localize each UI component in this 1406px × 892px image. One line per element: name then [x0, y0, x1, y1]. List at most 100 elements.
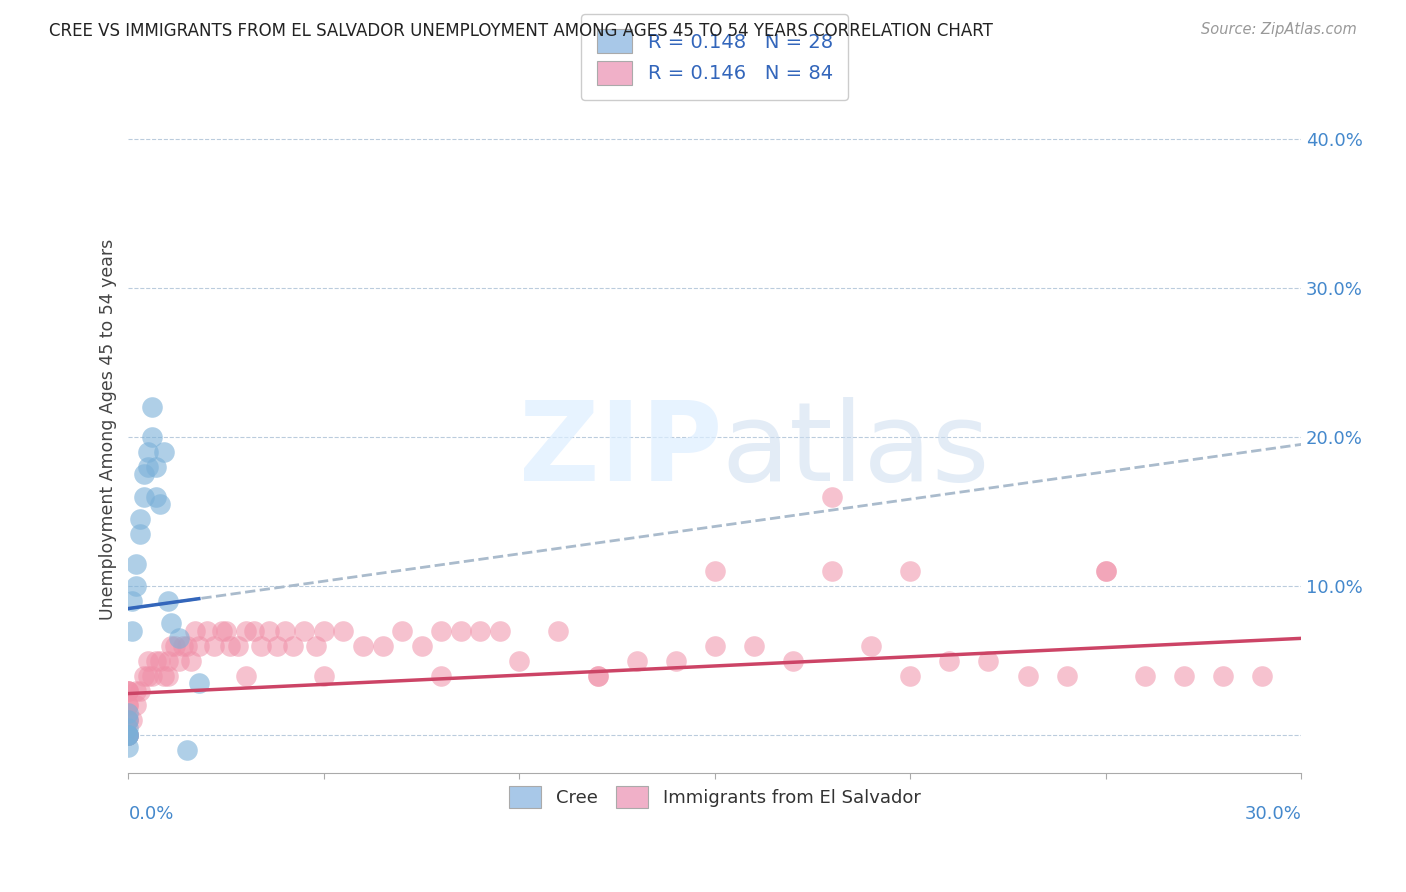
Point [176, 639, 198, 653]
Point [450, 624, 472, 638]
Text: CREE VS IMMIGRANTS FROM EL SALVADOR UNEMPLOYMENT AMONG AGES 45 TO 54 YEARS CORRE: CREE VS IMMIGRANTS FROM EL SALVADOR UNEM… [49, 22, 993, 40]
Point [219, 639, 242, 653]
Point [132, 467, 155, 482]
Point [125, 698, 148, 713]
Point [352, 639, 374, 653]
Point [312, 624, 335, 638]
Point [235, 624, 257, 638]
Point [145, 459, 167, 474]
Text: 0.0%: 0.0% [128, 805, 174, 823]
Point [125, 579, 148, 593]
Point [136, 668, 159, 682]
Point [125, 683, 148, 698]
Point [117, 721, 139, 735]
Point [117, 683, 139, 698]
Point [136, 459, 159, 474]
Y-axis label: Unemployment Among Ages 45 to 54 years: Unemployment Among Ages 45 to 54 years [100, 239, 117, 620]
Point [430, 624, 453, 638]
Point [129, 527, 152, 541]
Point [125, 557, 148, 571]
Point [508, 654, 530, 668]
Point [430, 668, 453, 682]
Point [136, 654, 159, 668]
Point [145, 490, 167, 504]
Point [250, 639, 273, 653]
Point [117, 728, 139, 742]
Point [184, 624, 207, 638]
Point [898, 668, 921, 682]
Point [1094, 564, 1116, 578]
Point [938, 654, 960, 668]
Legend: Cree, Immigrants from El Salvador: Cree, Immigrants from El Salvador [502, 779, 928, 815]
Point [211, 624, 233, 638]
Point [117, 728, 139, 742]
Point [782, 654, 804, 668]
Point [117, 714, 139, 728]
Point [586, 668, 609, 682]
Point [898, 564, 921, 578]
Point [141, 430, 163, 444]
Point [1173, 668, 1195, 682]
Point [391, 624, 413, 638]
Point [165, 639, 187, 653]
Point [149, 654, 172, 668]
Point [160, 639, 183, 653]
Point [1133, 668, 1156, 682]
Point [821, 490, 844, 504]
Point [117, 728, 139, 742]
Point [117, 714, 139, 728]
Point [129, 512, 152, 526]
Point [305, 639, 328, 653]
Point [176, 743, 198, 757]
Point [149, 497, 172, 511]
Point [742, 639, 765, 653]
Point [169, 632, 191, 646]
Point [281, 639, 304, 653]
Point [129, 683, 152, 698]
Point [117, 683, 139, 698]
Point [117, 728, 139, 742]
Point [117, 683, 139, 698]
Point [172, 639, 194, 653]
Point [169, 654, 191, 668]
Point [332, 624, 354, 638]
Point [141, 668, 163, 682]
Point [180, 654, 202, 668]
Point [1017, 668, 1039, 682]
Point [665, 654, 688, 668]
Text: Source: ZipAtlas.com: Source: ZipAtlas.com [1201, 22, 1357, 37]
Point [117, 698, 139, 713]
Point [274, 624, 297, 638]
Point [266, 639, 288, 653]
Point [215, 624, 238, 638]
Point [242, 624, 264, 638]
Point [703, 564, 725, 578]
Point [488, 624, 510, 638]
Point [195, 624, 218, 638]
Point [187, 676, 209, 690]
Point [1212, 668, 1234, 682]
Point [371, 639, 394, 653]
Point [117, 728, 139, 742]
Point [586, 668, 609, 682]
Point [312, 668, 335, 682]
Point [121, 624, 143, 638]
Point [156, 594, 179, 608]
Point [141, 400, 163, 414]
Point [821, 564, 844, 578]
Point [156, 668, 179, 682]
Point [117, 740, 139, 755]
Point [187, 639, 209, 653]
Point [1251, 668, 1274, 682]
Point [156, 654, 179, 668]
Point [117, 714, 139, 728]
Point [152, 445, 174, 459]
Point [226, 639, 249, 653]
Point [703, 639, 725, 653]
Point [257, 624, 280, 638]
Point [1056, 668, 1078, 682]
Point [470, 624, 492, 638]
Text: atlas: atlas [721, 397, 990, 504]
Point [160, 616, 183, 631]
Text: ZIP: ZIP [519, 397, 723, 504]
